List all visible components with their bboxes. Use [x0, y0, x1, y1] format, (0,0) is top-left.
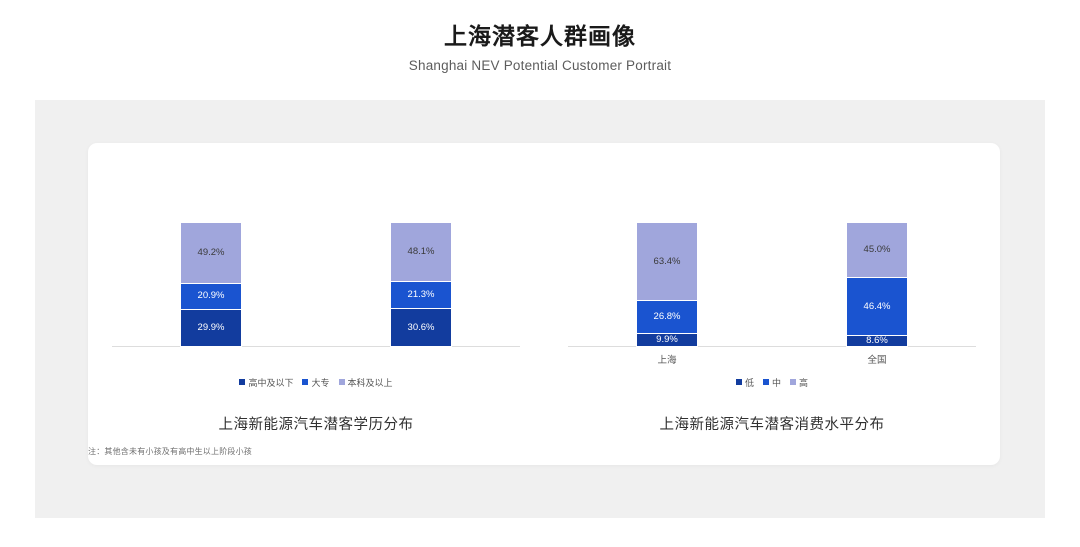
bar-segment-value: 20.9% [197, 290, 225, 302]
charts-card: 49.2% 20.9% 29.9% 48.1% 21.3% 30.6% 高中及以下 大专 本科… [88, 143, 1000, 465]
x-axis-line [112, 346, 520, 347]
chart-1: 49.2% 20.9% 29.9% 48.1% 21.3% 30.6% 高中及以下 大专 本科… [88, 143, 544, 465]
charts-row: 49.2% 20.9% 29.9% 48.1% 21.3% 30.6% 高中及以下 大专 本科… [88, 143, 1000, 465]
legend-item[interactable]: 中 [762, 376, 781, 389]
chart-legend: 高中及以下 大专 本科及以上 [106, 375, 526, 389]
bar-segment-value: 63.4% [653, 255, 681, 267]
stacked-bar[interactable]: 45.0% 46.4% 8.6% [846, 222, 908, 347]
bar-segment-value: 8.6% [866, 335, 888, 347]
category-labels: 上海 全国 [562, 352, 982, 366]
bar-segment-value: 9.9% [656, 334, 678, 346]
x-axis-line [568, 346, 976, 347]
legend-swatch-icon [735, 379, 742, 385]
plot-area: 49.2% 20.9% 29.9% 48.1% 21.3% 30.6% [106, 157, 526, 347]
page-subtitle: Shanghai NEV Potential Customer Portrait [408, 57, 672, 73]
stacked-bar[interactable]: 49.2% 20.9% 29.9% [180, 222, 242, 347]
legend-swatch-icon [302, 379, 309, 385]
chart-caption: 上海新能源汽车潜客消费水平分布 [659, 417, 885, 433]
page-header: 上海潜客人群画像 Shanghai NEV Potential Customer… [0, 0, 1080, 73]
bar-segment-value: 29.9% [197, 322, 225, 334]
category-labels [106, 352, 526, 366]
legend-swatch-icon [239, 379, 246, 385]
bar-segment-value: 26.8% [653, 311, 681, 323]
legend-label: 中 [771, 377, 781, 388]
bar-segment-high[interactable]: 48.1% [390, 222, 452, 282]
chart-legend: 低中高 [562, 375, 982, 389]
bar-segment-low[interactable]: 8.6% [846, 334, 908, 347]
legend-item[interactable]: 低 [735, 376, 754, 389]
bar-segment-value: 49.2% [197, 247, 225, 259]
legend-item[interactable]: 高 [790, 376, 808, 389]
bar-segment-mid[interactable]: 26.8% [636, 299, 698, 334]
chart-caption: 上海新能源汽车潜客学历分布 [218, 417, 414, 433]
category-label: 上海 [657, 355, 677, 366]
bar-segment-value: 45.0% [863, 244, 891, 256]
chart-2: 63.4% 26.8% 9.9% 45.0% 46.4% 8.6% 上海 全国低 中 高上海新能源… [544, 143, 1000, 465]
bar-segment-mid[interactable]: 21.3% [390, 281, 452, 308]
stacked-bar[interactable]: 48.1% 21.3% 30.6% [390, 222, 452, 347]
bar-segment-low[interactable]: 30.6% [390, 307, 452, 347]
plot-area: 63.4% 26.8% 9.9% 45.0% 46.4% 8.6% [562, 157, 982, 347]
bar-segment-value: 30.6% [407, 321, 435, 333]
category-label: 全国 [867, 355, 887, 366]
bar-segment-value: 21.3% [407, 289, 435, 301]
footnote: 注：其他含未有小孩及有高中生以上阶段小孩 [88, 447, 252, 456]
legend-swatch-icon [762, 379, 769, 385]
legend-label: 高中及以下 [248, 377, 294, 388]
legend-item[interactable]: 本科及以上 [338, 376, 393, 389]
legend-swatch-icon [338, 379, 345, 385]
stacked-bar[interactable]: 63.4% 26.8% 9.9% [636, 222, 698, 347]
legend-item[interactable]: 大专 [302, 376, 330, 389]
legend-label: 高 [799, 377, 809, 388]
bar-segment-value: 48.1% [407, 246, 435, 258]
legend-label: 大专 [311, 377, 330, 388]
page-title: 上海潜客人群画像 [444, 23, 636, 49]
bar-segment-mid[interactable]: 20.9% [180, 282, 242, 309]
bar-segment-low[interactable]: 9.9% [636, 333, 698, 347]
bar-segment-mid[interactable]: 46.4% [846, 277, 908, 335]
bar-segment-high[interactable]: 49.2% [180, 222, 242, 283]
legend-swatch-icon [790, 379, 796, 385]
legend-label: 本科及以上 [347, 377, 393, 388]
bar-segment-high[interactable]: 45.0% [846, 222, 908, 278]
legend-label: 低 [744, 377, 754, 388]
bar-segment-low[interactable]: 29.9% [180, 308, 242, 347]
bar-segment-value: 46.4% [863, 300, 891, 312]
legend-item[interactable]: 高中及以下 [239, 376, 293, 389]
bar-segment-high[interactable]: 63.4% [636, 222, 698, 300]
